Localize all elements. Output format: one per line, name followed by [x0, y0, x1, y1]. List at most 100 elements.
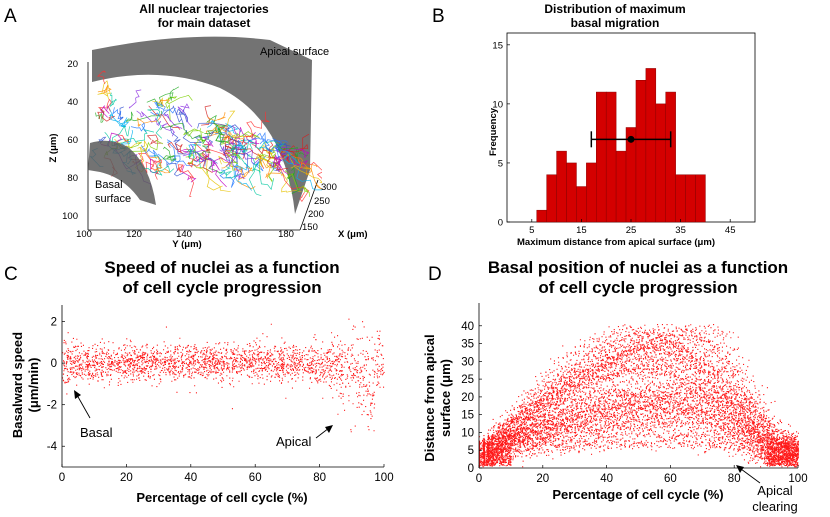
panel-b-xlabel: Maximum distance from apical surface (μm…: [517, 237, 715, 248]
annotation-apical-clearing-arrowhead: [736, 465, 744, 473]
x-tick: 150: [302, 222, 318, 233]
trajectory-line: [131, 159, 160, 175]
x-tick-label: 20: [120, 472, 133, 484]
trajectory-line: [199, 153, 223, 191]
trajectory-line: [279, 169, 302, 193]
y-tick-label: -2: [47, 400, 57, 412]
panel-d-title-line1: Basal position of nuclei as a function: [488, 258, 788, 277]
z-axis-label: Z (μm): [48, 133, 59, 162]
trajectory-line: [119, 106, 124, 121]
trajectory-line: [107, 105, 128, 128]
x-tick-label: 20: [536, 473, 549, 485]
trajectory-line: [150, 107, 176, 119]
histogram-bar: [586, 162, 597, 223]
panel-d-ylabel-line1: Distance from apical: [422, 334, 437, 461]
trajectory-line: [148, 105, 181, 130]
panel-d-xlabel: Percentage of cell cycle (%): [552, 487, 723, 502]
trajectory-line: [284, 133, 310, 153]
trajectory-line: [169, 126, 187, 155]
trajectory-line: [274, 153, 311, 170]
histogram-bar: [615, 150, 627, 223]
annotation-apical-clearing-line2: clearing: [752, 499, 798, 514]
trajectory-line: [274, 164, 310, 203]
trajectory-line: [226, 150, 241, 171]
trajectory-line: [206, 114, 226, 143]
x-tick-label: 5: [529, 225, 534, 236]
histogram-plot: 5 15 25 35 45 0 5 10 15: [492, 32, 756, 236]
histogram-bar: [695, 174, 706, 223]
panel-c-ylabel-line1: Basalward speed: [10, 332, 25, 438]
trajectory-line: [273, 156, 282, 167]
trajectory-line: [225, 133, 249, 141]
trajectory-line: [245, 111, 270, 137]
panel-d-title-line2: of cell cycle progression: [538, 278, 737, 297]
position-scatter-plot: 0 20 40 60 80 100 0 5 10 15 20 25 30 35 40: [461, 303, 808, 485]
y-tick: 100: [76, 229, 92, 240]
y-tick-label: -4: [47, 441, 58, 453]
panel-d: D Basal position of nuclei as a function…: [422, 258, 808, 514]
trajectory-line: [219, 169, 237, 188]
y-tick-label: 15: [461, 410, 474, 422]
trajectory-line: [284, 154, 294, 165]
panel-c-title-line1: Speed of nuclei as a function: [104, 258, 339, 277]
trajectory-line: [100, 105, 110, 118]
y-tick-label: 10: [461, 427, 474, 439]
trajectory-line: [239, 133, 257, 140]
trajectory-line: [160, 122, 207, 145]
y-tick-label: 15: [492, 40, 503, 51]
trajectory-line: [177, 103, 193, 128]
trajectory-line: [214, 125, 226, 133]
histogram-bar: [576, 186, 587, 223]
panel-b-title-line1: Distribution of maximum: [544, 2, 685, 16]
trajectory-line: [162, 146, 177, 162]
panel-b: B Distribution of maximum basal migratio…: [432, 2, 756, 248]
trajectory-line: [197, 167, 231, 193]
trajectory-line: [294, 148, 310, 159]
x-tick-label: 60: [249, 472, 262, 484]
panel-c-xlabel: Percentage of cell cycle (%): [136, 490, 307, 505]
trajectory-line: [231, 155, 246, 180]
trajectory-line: [207, 119, 221, 139]
y-tick-label: 35: [461, 339, 474, 351]
trajectory-line: [253, 168, 275, 191]
z-tick: 100: [62, 211, 78, 222]
y-tick: 120: [126, 229, 142, 240]
y-tick: 160: [226, 229, 242, 240]
histogram-bar: [665, 91, 676, 223]
trajectory-line: [98, 98, 112, 112]
trajectory-line: [143, 148, 171, 174]
histogram-bar: [685, 174, 696, 223]
y-tick-label: 5: [498, 158, 503, 169]
z-tick: 20: [67, 59, 78, 70]
y-tick-label: 20: [461, 392, 474, 404]
annotation-apical-arrowhead: [325, 425, 333, 433]
x-tick: 200: [308, 209, 324, 220]
trajectory-line: [197, 122, 242, 133]
trajectory-line: [226, 148, 258, 160]
trajectory-line: [129, 139, 164, 153]
panel-c-ylabel-line2: (μm/min): [26, 358, 41, 413]
x-axis-label: X (μm): [338, 229, 368, 240]
histogram-bar: [605, 91, 617, 223]
trajectory-line: [154, 101, 166, 110]
histogram-bar: [566, 162, 577, 223]
trajectory-line: [221, 163, 243, 172]
errorbar-mean-dot: [627, 135, 635, 143]
trajectory-line: [231, 125, 260, 144]
panel-c-letter: C: [4, 264, 18, 285]
histogram-bar: [645, 68, 657, 223]
y-tick-label: 2: [51, 317, 57, 329]
trajectory-line: [97, 70, 107, 85]
x-tick-label: 100: [788, 473, 807, 485]
panel-c: C Speed of nuclei as a function of cell …: [4, 258, 394, 505]
trajectory-line: [287, 173, 300, 194]
apical-surface-label: Apical surface: [260, 46, 329, 58]
histogram-bar: [596, 91, 607, 223]
trajectory-line: [215, 132, 244, 151]
trajectory-line: [194, 142, 226, 157]
trajectory-line: [205, 123, 228, 137]
trajectory-line: [97, 85, 112, 94]
trajectory-line: [274, 145, 299, 162]
x-tick-label: 15: [576, 225, 587, 236]
basal-surface: [88, 140, 156, 205]
